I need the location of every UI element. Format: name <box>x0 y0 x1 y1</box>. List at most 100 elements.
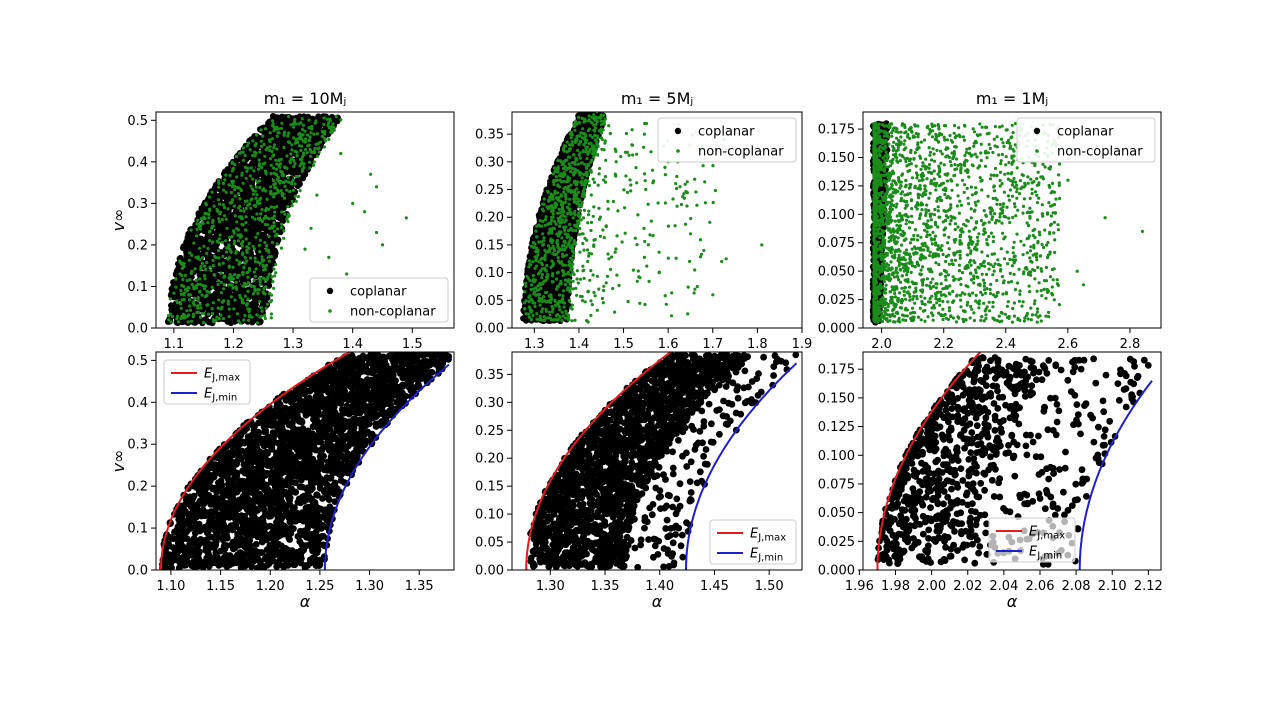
data-point-non-coplanar <box>308 148 312 152</box>
data-point-non-coplanar <box>292 164 296 169</box>
data-point-non-coplanar <box>272 146 276 150</box>
data-point-non-coplanar <box>239 215 243 219</box>
data-point-coplanar <box>227 319 235 327</box>
data-point-non-coplanar <box>314 119 318 124</box>
data-point-non-coplanar <box>233 187 237 192</box>
data-point-non-coplanar <box>329 128 333 132</box>
data-point-non-coplanar <box>239 188 243 192</box>
data-point-non-coplanar <box>266 248 270 253</box>
data-point-non-coplanar <box>200 293 204 297</box>
data-point-non-coplanar <box>310 127 314 131</box>
data-point-non-coplanar <box>210 285 214 289</box>
data-point-non-coplanar <box>272 125 276 129</box>
data-point-non-coplanar <box>260 208 264 212</box>
legend-label: coplanar <box>350 285 407 300</box>
data-point-non-coplanar <box>188 251 192 255</box>
data-point-non-coplanar <box>293 194 297 198</box>
data-point-non-coplanar <box>327 121 331 125</box>
data-point-non-coplanar <box>263 267 267 272</box>
data-point-non-coplanar <box>179 306 183 310</box>
data-point-non-coplanar <box>305 133 310 137</box>
data-point-non-coplanar <box>595 119 599 124</box>
plot-area <box>520 112 764 325</box>
data-point-non-coplanar <box>199 267 203 272</box>
data-point-non-coplanar <box>241 146 246 150</box>
data-point-non-coplanar <box>230 184 234 188</box>
data-point-coplanar <box>223 229 230 236</box>
data-point-non-coplanar <box>334 115 338 119</box>
data-point-non-coplanar <box>249 184 253 188</box>
data-point-non-coplanar <box>198 277 202 281</box>
data-point-non-coplanar <box>215 209 220 213</box>
data-point-non-coplanar <box>207 207 212 211</box>
data-point-non-coplanar <box>275 242 279 246</box>
data-point-non-coplanar <box>252 169 256 173</box>
data-point-non-coplanar <box>261 188 265 192</box>
data-point-non-coplanar <box>255 212 259 216</box>
data-point-non-coplanar <box>192 287 196 291</box>
data-point-non-coplanar <box>279 246 284 250</box>
data-point-coplanar <box>228 259 235 266</box>
data-point-non-coplanar <box>282 236 286 240</box>
data-point-non-coplanar <box>201 256 205 260</box>
data-point-non-coplanar <box>272 171 276 175</box>
legend-swatch <box>328 309 332 313</box>
data-point-non-coplanar <box>301 139 305 143</box>
data-point-non-coplanar <box>289 157 293 161</box>
data-point-non-coplanar <box>291 122 295 126</box>
data-point-non-coplanar <box>248 148 252 152</box>
data-point-non-coplanar <box>259 306 263 310</box>
data-point-non-coplanar <box>293 117 297 122</box>
data-point-coplanar <box>272 249 279 257</box>
data-point-non-coplanar <box>287 131 291 135</box>
data-point-non-coplanar <box>310 150 314 154</box>
data-point-non-coplanar <box>246 203 250 207</box>
data-point-non-coplanar <box>523 290 527 294</box>
data-point-non-coplanar <box>286 175 290 179</box>
data-point-coplanar <box>299 175 307 182</box>
data-point-non-coplanar <box>288 189 292 193</box>
data-point-non-coplanar <box>279 189 283 193</box>
data-point-coplanar <box>232 190 239 197</box>
data-point-non-coplanar <box>236 239 240 243</box>
data-point-non-coplanar <box>202 312 206 316</box>
data-point-non-coplanar <box>327 255 331 259</box>
data-point-non-coplanar <box>327 126 331 130</box>
data-point-non-coplanar <box>312 160 316 164</box>
data-point-non-coplanar <box>225 226 229 230</box>
data-point-non-coplanar <box>219 271 223 275</box>
data-point-non-coplanar <box>245 250 249 254</box>
panel-top-left: 1.1 1.2 1.3 1.4 1.50.00.10.20.30.40.5m₁ = 10… <box>109 89 455 352</box>
data-point-non-coplanar <box>242 265 246 270</box>
data-point-non-coplanar <box>259 139 263 143</box>
data-point-non-coplanar <box>178 272 182 276</box>
data-point-non-coplanar <box>175 317 179 321</box>
data-point-non-coplanar <box>315 193 319 197</box>
data-point-coplanar <box>210 279 217 286</box>
data-point-non-coplanar <box>253 154 257 158</box>
data-point-non-coplanar <box>261 276 265 280</box>
data-point-non-coplanar <box>254 185 258 189</box>
x-tick-label: 1.1 <box>164 337 185 352</box>
data-point-non-coplanar <box>244 228 248 232</box>
data-point-non-coplanar <box>288 161 292 165</box>
data-point-non-coplanar <box>246 281 251 285</box>
data-point-non-coplanar <box>240 173 244 177</box>
data-point-non-coplanar <box>258 162 262 166</box>
data-point-coplanar <box>204 272 212 279</box>
data-point-non-coplanar <box>250 215 255 219</box>
data-point-non-coplanar <box>220 240 224 244</box>
data-point-non-coplanar <box>202 287 207 291</box>
data-point-non-coplanar <box>256 232 260 236</box>
data-point-non-coplanar <box>345 272 349 276</box>
data-point-non-coplanar <box>374 230 379 235</box>
data-point-non-coplanar <box>310 124 314 128</box>
data-point-non-coplanar <box>265 197 269 201</box>
data-point-coplanar <box>199 250 207 257</box>
data-point-non-coplanar <box>189 271 193 275</box>
data-point-non-coplanar <box>269 312 273 316</box>
data-point-non-coplanar <box>300 158 304 162</box>
data-point-non-coplanar <box>252 270 256 274</box>
data-point-non-coplanar <box>251 292 255 296</box>
data-point-non-coplanar <box>269 185 273 189</box>
